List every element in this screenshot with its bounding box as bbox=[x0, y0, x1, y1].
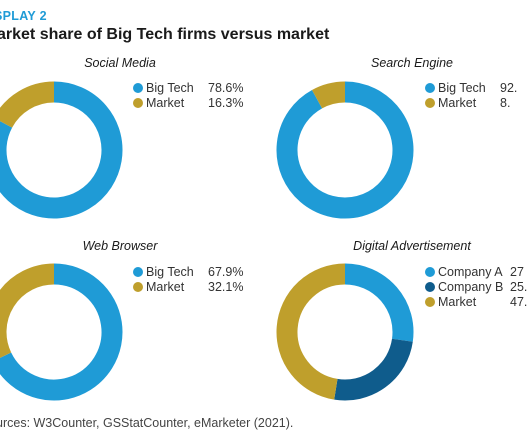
donut-slice-market bbox=[0, 81, 55, 129]
donut-slice-big-tech bbox=[0, 263, 123, 401]
legend-value: 8. bbox=[500, 96, 511, 110]
panel-title-digital-advertisement: Digital Advertisement bbox=[353, 239, 471, 253]
legend-value: 92. bbox=[500, 81, 518, 95]
legend-label: Company A bbox=[438, 265, 503, 279]
legend-value: 16.3% bbox=[208, 96, 244, 110]
donut-slice-big-tech bbox=[276, 81, 414, 219]
donut-slice-market bbox=[0, 263, 55, 358]
legend-label: Market bbox=[146, 280, 185, 294]
panel-title-search-engine: Search Engine bbox=[370, 56, 453, 70]
donut-web-browser bbox=[0, 263, 123, 401]
donut-slice-big-tech bbox=[0, 81, 123, 219]
legend-label: Market bbox=[438, 96, 477, 110]
panel-title-web-browser: Web Browser bbox=[82, 239, 158, 253]
legend-swatch bbox=[425, 83, 435, 93]
legend-swatch bbox=[425, 297, 435, 307]
legend-swatch bbox=[133, 282, 143, 292]
legend-label: Big Tech bbox=[146, 265, 194, 279]
legend-label: Big Tech bbox=[438, 81, 486, 95]
donut-slice-market bbox=[312, 81, 346, 109]
donut-slice-market bbox=[276, 263, 346, 400]
legend-swatch bbox=[425, 282, 435, 292]
legend-label: Big Tech bbox=[146, 81, 194, 95]
donut-social-media bbox=[0, 81, 123, 219]
donut-search-engine bbox=[276, 81, 414, 219]
legend-value: 78.6% bbox=[208, 81, 244, 95]
legend-swatch bbox=[425, 98, 435, 108]
donut-slice-company-a bbox=[344, 263, 414, 342]
legend-value: 25. bbox=[510, 280, 528, 294]
legend-swatch bbox=[133, 267, 143, 277]
legend-value: 27 bbox=[510, 265, 524, 279]
legend-value: 67.9% bbox=[208, 265, 244, 279]
legend-label: Market bbox=[438, 295, 477, 309]
source-note: urces: W3Counter, GSStatCounter, eMarket… bbox=[0, 416, 294, 430]
legend-label: Company B bbox=[438, 280, 504, 294]
legend-swatch bbox=[133, 98, 143, 108]
panel-title-social-media: Social Media bbox=[84, 56, 156, 70]
legend-value: 47. bbox=[510, 295, 528, 309]
legend-value: 32.1% bbox=[208, 280, 244, 294]
legend-label: Market bbox=[146, 96, 185, 110]
donut-digital-advertisement bbox=[276, 263, 414, 401]
exhibit-label: SPLAY 2 bbox=[0, 9, 47, 23]
legend-swatch bbox=[425, 267, 435, 277]
donut-slice-company-b bbox=[334, 338, 413, 401]
chart-title: arket share of Big Tech firms versus mar… bbox=[0, 26, 330, 43]
legend-swatch bbox=[133, 83, 143, 93]
